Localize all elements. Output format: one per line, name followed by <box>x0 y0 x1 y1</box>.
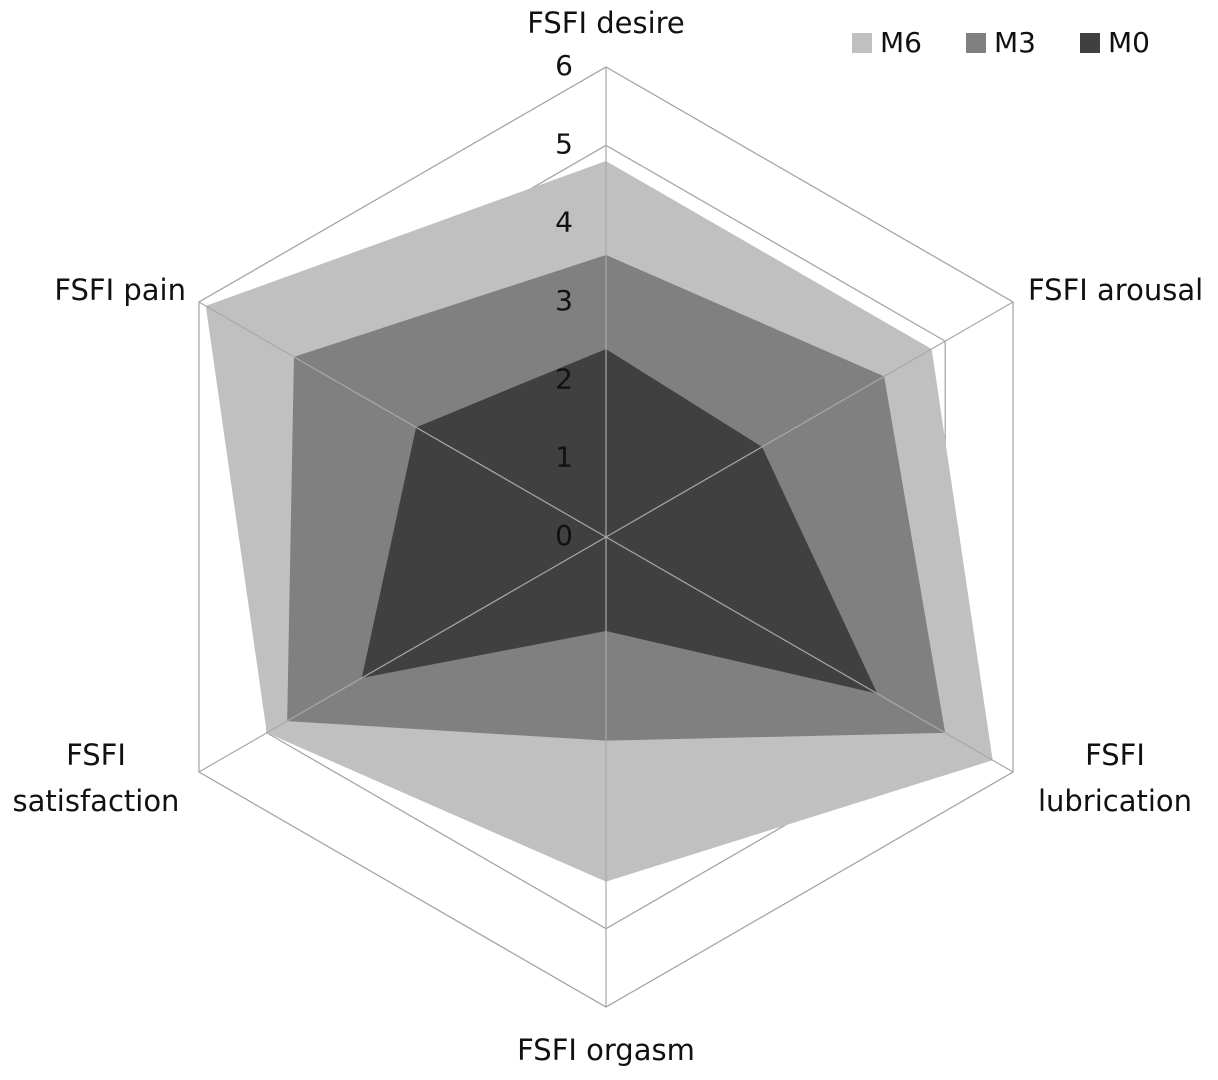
legend-swatch <box>852 33 872 53</box>
category-label: FSFI arousal <box>1028 273 1204 307</box>
legend-swatch <box>1080 33 1100 53</box>
r-tick-label: 5 <box>555 127 573 160</box>
category-label: FSFI satisfaction <box>12 738 180 818</box>
category-label: FSFI orgasm <box>517 1033 695 1067</box>
r-tick-label: 3 <box>555 284 573 317</box>
spoke <box>605 301 1014 538</box>
r-tick-label: 1 <box>555 441 573 474</box>
spoke <box>605 536 1014 773</box>
category-label: FSFI desire <box>527 6 685 40</box>
category-label: FSFI pain <box>54 273 186 307</box>
r-tick-label: 4 <box>555 206 573 239</box>
category-label: FSFI lubrication <box>1037 738 1193 818</box>
legend-label: M0 <box>1108 26 1150 59</box>
r-tick-label: 2 <box>555 362 573 395</box>
legend-label: M6 <box>880 26 922 59</box>
r-tick-label: 6 <box>555 49 573 82</box>
series-area <box>361 349 878 694</box>
r-tick-label: 0 <box>555 519 573 552</box>
legend-swatch <box>966 33 986 53</box>
spoke <box>198 301 607 538</box>
legend-label: M3 <box>994 26 1036 59</box>
spoke <box>198 536 607 773</box>
